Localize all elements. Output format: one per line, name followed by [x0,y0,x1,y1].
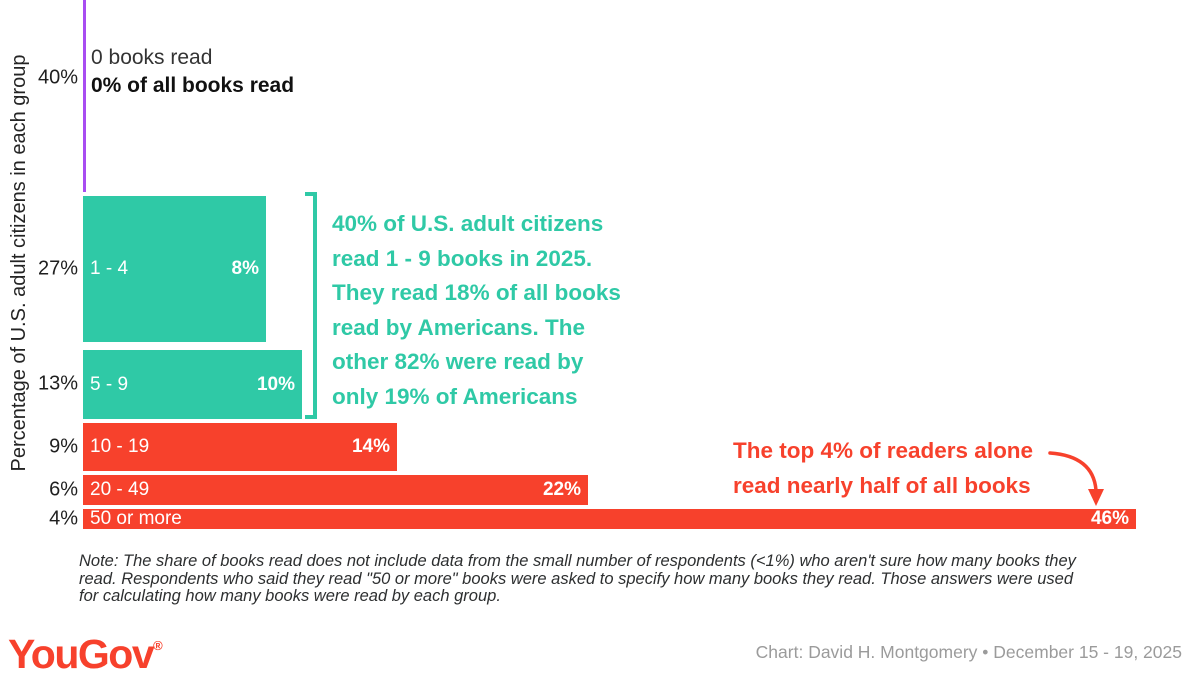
zero-books-label: 0 books read 0% of all books read [91,44,294,100]
bar-group-label: 5 - 9 [90,373,129,395]
bar-10---19: 10 - 19 14% [83,423,397,471]
bar-20---49: 20 - 49 22% [83,475,588,505]
bar-50-or-more: 50 or more 46% [83,508,1136,529]
bar-value-label: 14% [351,436,390,457]
curved-arrow-icon [1048,451,1104,506]
tick-label-5---9: 13% [37,372,78,395]
bar-group-label: 10 - 19 [90,436,150,457]
tick-label-1---4: 27% [37,257,78,280]
chart-credit: Chart: David H. Montgomery • December 15… [755,642,1182,662]
footnote: Note: The share of books read does not i… [79,552,1076,605]
tick-label-50-or-more: 4% [49,507,78,530]
tick-label-20---49: 6% [49,478,78,501]
bar-5---9: 5 - 9 10% [83,350,302,419]
bar-group-label: 1 - 4 [90,258,129,279]
yougov-logo-text: YouGov [8,631,155,675]
registered-mark: ® [153,638,163,653]
bar-value-label: 10% [256,373,295,395]
tick-label-0-books-read: 40% [37,66,78,89]
annotation-red: The top 4% of readers alone read nearly … [733,438,1034,498]
bar-value-label: 22% [542,479,581,500]
bar-group-label: 20 - 49 [90,479,150,500]
bar-group-label: 50 or more [90,508,182,529]
yougov-logo: YouGov® [8,631,163,675]
bar-1---4: 1 - 4 8% [83,196,266,342]
bar-0-books [83,0,86,192]
zero-books-value-text: 0% of all books read [91,74,295,97]
bar-value-label: 8% [231,258,259,279]
tick-label-10---19: 9% [49,435,78,458]
teal-bracket [305,192,317,419]
zero-books-group-text: 0 books read [91,46,213,69]
bar-value-label: 46% [1090,508,1129,529]
annotation-teal: 40% of U.S. adult citizens read 1 - 9 bo… [332,211,621,409]
